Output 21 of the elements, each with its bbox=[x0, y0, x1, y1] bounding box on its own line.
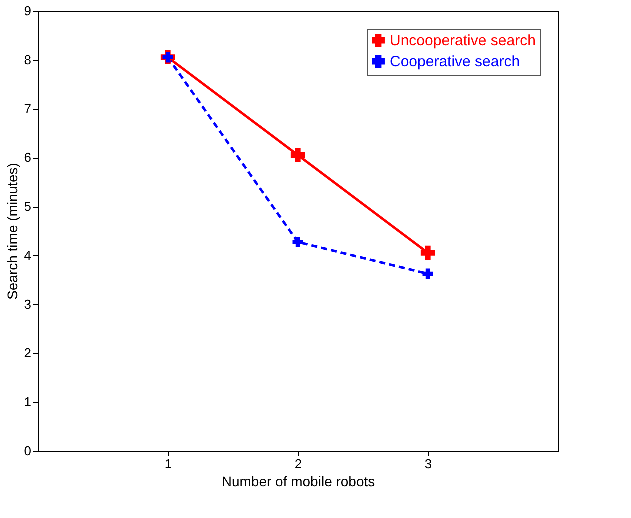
point bbox=[292, 237, 304, 248]
y-tick-label: 9 bbox=[24, 4, 32, 18]
x-tick-label: 2 bbox=[294, 456, 302, 472]
y-tick-label: 8 bbox=[24, 52, 32, 68]
y-tick-label: 6 bbox=[24, 150, 32, 166]
y-tick-label: 2 bbox=[24, 346, 32, 361]
legend-label: Cooperative search bbox=[390, 54, 520, 70]
y-axis-title: Search time (minutes) bbox=[4, 163, 20, 300]
y-tick-label: 4 bbox=[24, 248, 32, 263]
y-tick-label: 5 bbox=[24, 199, 32, 214]
y-tick-label: 0 bbox=[24, 444, 32, 458]
x-tick-label: 3 bbox=[424, 456, 432, 472]
point bbox=[422, 268, 434, 280]
legend-label: Uncooperative search bbox=[390, 32, 536, 50]
y-tick-label: 7 bbox=[24, 101, 32, 116]
y-tick-label: 3 bbox=[24, 296, 32, 312]
point bbox=[420, 246, 436, 260]
x-tick-label: 1 bbox=[164, 456, 172, 472]
y-tick-label: 1 bbox=[24, 394, 32, 410]
x-axis-title: Number of mobile robots bbox=[222, 474, 376, 490]
point bbox=[290, 148, 306, 162]
